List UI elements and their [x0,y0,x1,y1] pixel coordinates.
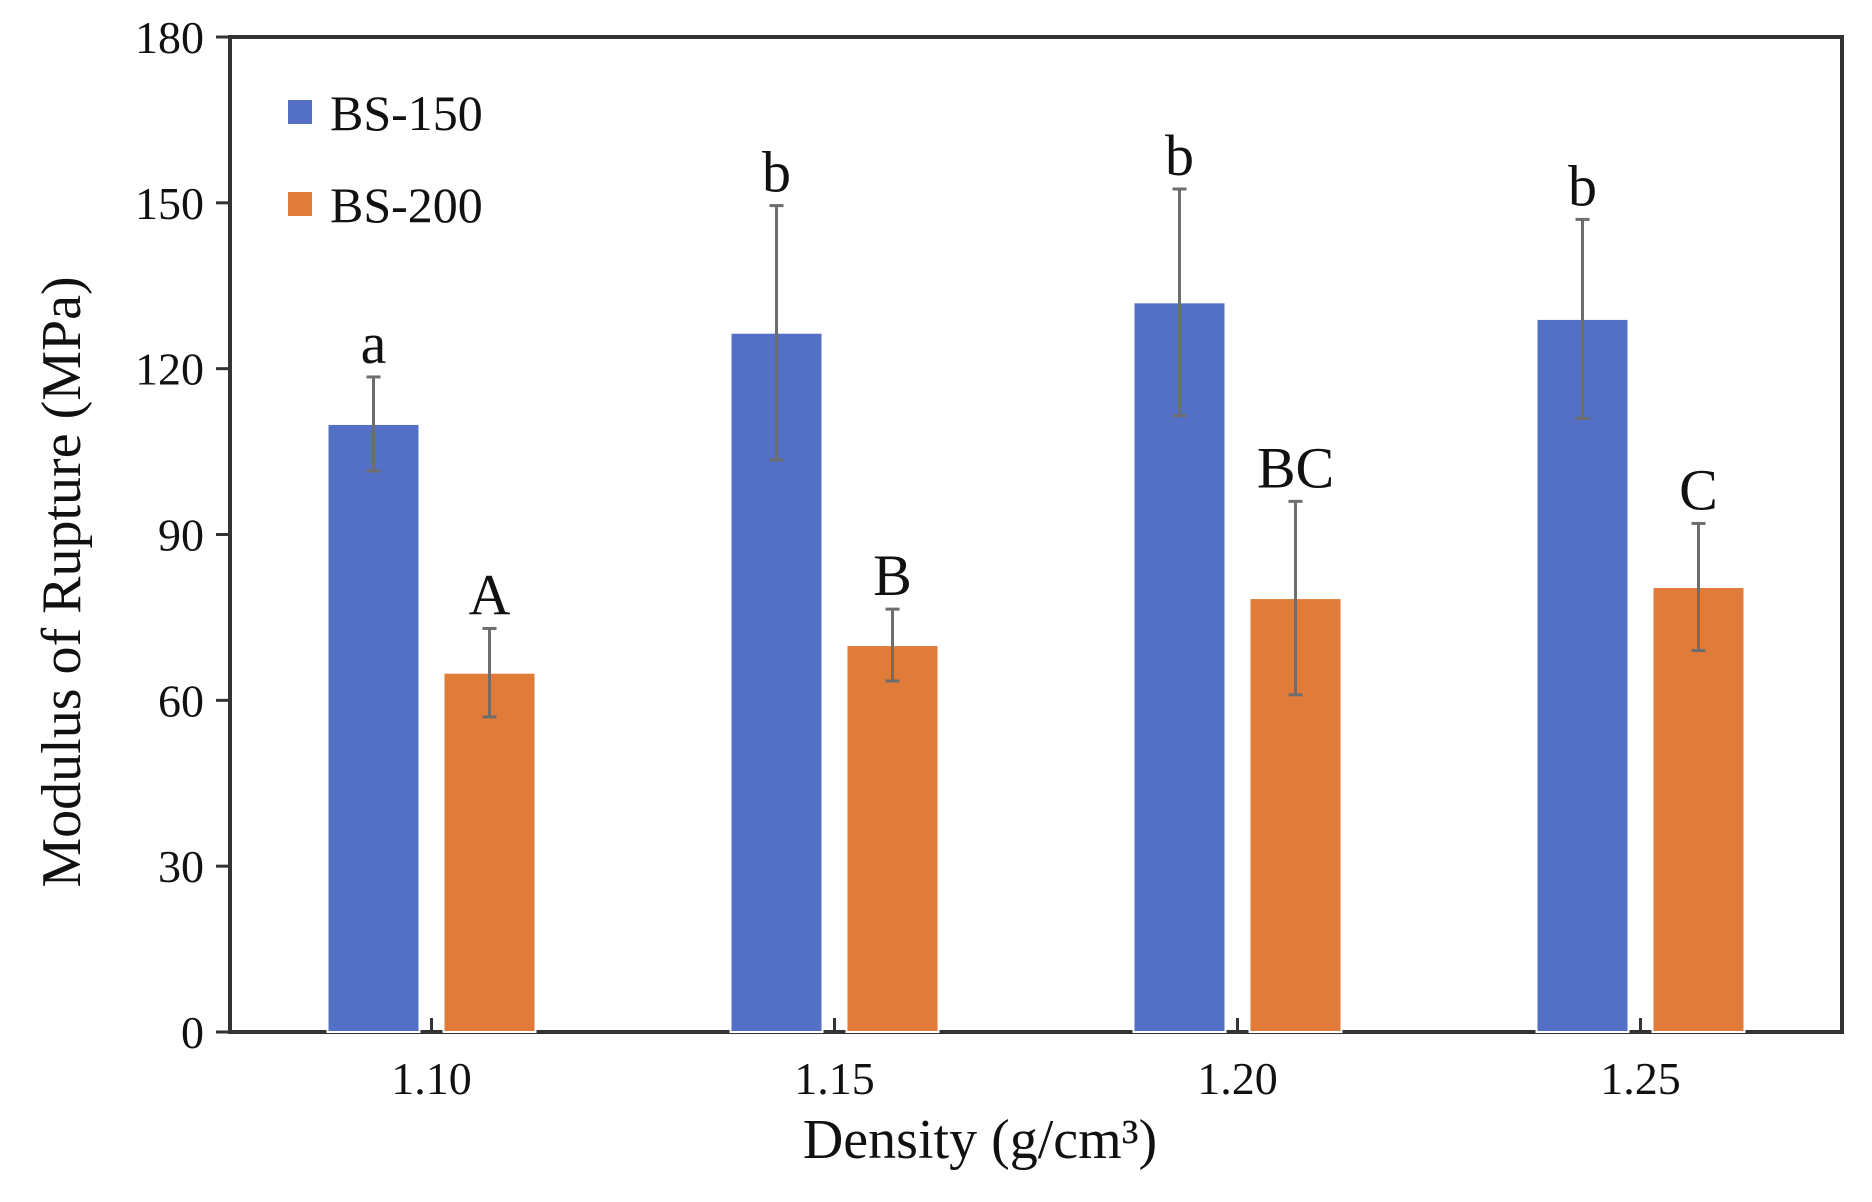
bar-bs-200-1-10 [442,671,537,1033]
bar-bs-200-1-25 [1651,586,1746,1034]
significance-label: BC [1257,435,1334,500]
y-tick-label: 150 [135,178,204,229]
bar-series [326,301,1746,1034]
significance-labels: a Ab Bb BC b C [361,123,1718,627]
legend-swatch-bs-200 [288,192,312,216]
y-tick-label: 30 [158,841,204,892]
bar-bs-150-1-25 [1535,317,1630,1033]
y-tick-label: 180 [135,12,204,63]
x-tick-label: 1.10 [391,1053,472,1104]
y-tick-label: 60 [158,675,204,726]
significance-label: b [1165,123,1194,188]
legend-label-bs-200: BS-200 [330,177,483,233]
x-tick-label: 1.20 [1197,1053,1278,1104]
x-axis-ticks: 1.10 1.15 1.20 1.25 [391,1018,1681,1104]
significance-label: a [361,311,387,376]
y-tick-label: 90 [158,510,204,561]
bar-bs-200-1-20 [1248,597,1343,1033]
bar-bs-150-1-10 [326,422,421,1033]
bar-bs-150-1-20 [1132,301,1227,1034]
x-tick-label: 1.15 [794,1053,875,1104]
bar-bs-200-1-15 [845,644,940,1033]
legend: BS-150 BS-200 [288,85,483,233]
legend-swatch-bs-150 [288,100,312,124]
significance-label: b [762,140,791,205]
y-axis-ticks: 0 30 60 90 120 150 180 [135,12,230,1058]
legend-label-bs-150: BS-150 [330,85,483,141]
y-tick-label: 0 [181,1007,204,1058]
x-axis-title: Density (g/cm³) [803,1109,1157,1171]
significance-label: A [469,562,511,627]
x-tick-label: 1.25 [1600,1053,1681,1104]
significance-label: B [873,543,912,608]
error-bars [366,187,1706,719]
significance-label: C [1679,457,1718,522]
significance-label: b [1568,153,1597,218]
y-tick-label: 120 [135,344,204,395]
y-axis-title: Modulus of Rupture (MPa) [31,276,93,887]
